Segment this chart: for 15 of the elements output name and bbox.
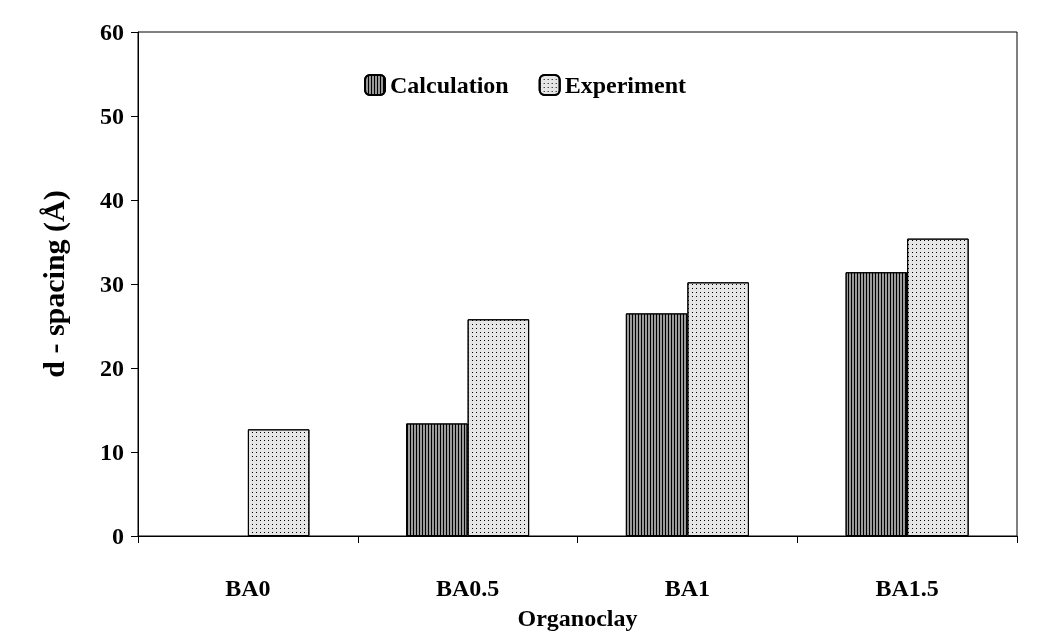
x-tick-label: BA1	[664, 575, 711, 601]
x-tick-label: BA0	[225, 575, 271, 601]
x-tick-label: BA1.5	[875, 575, 939, 601]
x-axis-title: Organoclay	[517, 605, 638, 631]
y-tick-label: 40	[100, 187, 124, 213]
y-tick-label: 10	[100, 439, 124, 465]
y-tick-label: 50	[100, 103, 124, 129]
legend-label: Calculation	[390, 72, 509, 98]
y-tick-label: 60	[100, 19, 124, 45]
y-tick-label: 20	[100, 355, 124, 381]
y-axis-title: d - spacing (Å)	[36, 190, 71, 378]
y-tick-label: 0	[112, 523, 124, 549]
legend-label: Experiment	[564, 72, 686, 98]
y-tick-label: 30	[100, 271, 124, 297]
x-tick-label: BA0.5	[435, 575, 500, 601]
